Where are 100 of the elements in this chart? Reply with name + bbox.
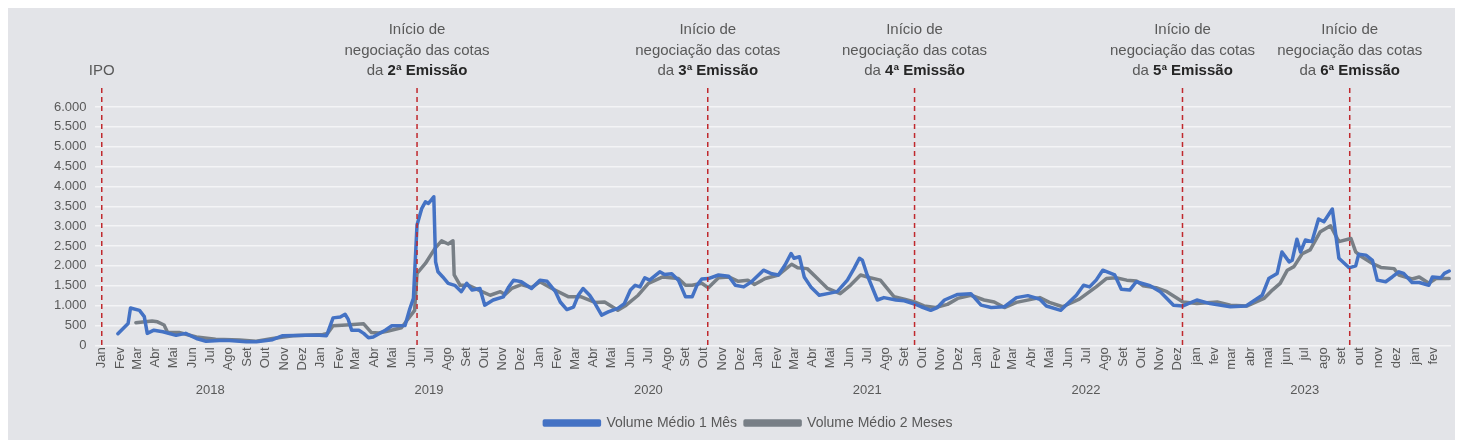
y-tick-label: 4.500 [53,158,87,174]
x-tick-label: Jan [750,347,766,369]
x-tick-label: Abr [147,346,163,368]
x-tick-label: Dez [293,347,309,371]
x-tick-label: Jun [1059,347,1075,369]
y-tick-label: 2.500 [53,237,87,253]
x-tick-label: jan [1406,347,1422,366]
x-tick-label: Dez [950,347,966,371]
x2-tick-label: 2021 [852,381,882,397]
x-tick-label: Jul [1077,347,1093,364]
y-tick-label: 2.000 [53,257,87,273]
x-tick-label: Ago [439,347,455,371]
x-tick-label: Mai [1040,347,1056,369]
y-tick-label: 5.000 [53,138,87,154]
x-tick-label: Mar [128,346,144,370]
x-tick-label: Fev [987,346,1003,369]
x-tick-label: Jan [969,347,985,369]
x-tick-label: Nov [713,346,729,371]
y-tick-label: 0 [79,336,87,352]
x-tick-label: Set [895,346,911,367]
x-tick-label: Jul [858,347,874,364]
y-tick-label: 1.500 [53,277,87,293]
x-tick-label: Ago [220,347,236,371]
y-tick-label: 5.500 [53,118,87,134]
x-tick-label: Mar [785,346,801,370]
x-tick-label: Mai [384,347,400,369]
x-tick-label: Out [1132,346,1148,369]
x-tick-label: Dez [1169,347,1185,371]
x-tick-label: Out [913,346,929,369]
x2-tick-label: 2019 [414,381,444,397]
x-tick-label: mar [1223,346,1239,370]
ref-line-label: IPO [88,61,115,79]
x-tick-label: Abr [585,346,601,368]
x-tick-label: Set [457,346,473,367]
x-tick-label: Fev [768,346,784,369]
x-tick-label: Mai [165,347,181,369]
x-tick-label: Jul [639,347,655,364]
ref-line-label: Início de negociação das cotas da 2ª Emissão [344,20,490,79]
x-tick-label: nov [1370,346,1386,369]
x-tick-label: Jan [312,347,328,369]
x-tick-label: Jun [183,347,199,369]
x-tick-label: Jan [93,347,109,369]
x-tick-label: Jun [840,347,856,369]
x-tick-label: ago [1314,347,1330,369]
x2-tick-label: 2018 [195,381,225,397]
x-tick-label: Out [695,346,711,369]
x-tick-label: out [1351,346,1367,366]
x-tick-label: Set [238,346,254,367]
x-tick-label: fev [1425,346,1441,365]
y-tick-label: 6.000 [53,98,87,114]
x-tick-label: Out [256,346,272,369]
x-tick-label: abr [1241,346,1257,367]
x-tick-label: Fev [330,346,346,369]
x-tick-label: Ago [658,347,674,371]
x-tick-label: Nov [275,346,291,371]
x-tick-label: Mar [566,346,582,370]
x-tick-label: Jun [402,347,418,369]
x-tick-label: jul [1296,347,1312,362]
y-tick-label: 4.000 [53,178,87,193]
legend-label: Volume Médio 1 Mês [606,413,738,430]
x-tick-label: Abr [366,346,382,368]
x-tick-label: Jul [201,347,217,364]
x-tick-label: Ago [1096,347,1112,371]
x2-tick-label: 2020 [633,381,663,397]
ref-line-label: Início de negociação das cotas da 4ª Emissão [842,20,988,79]
x-tick-label: Fev [549,346,565,369]
x-tick-label: Abr [1022,346,1038,368]
x-tick-label: Fev [111,346,127,369]
x-tick-label: Abr [804,346,820,368]
x-tick-label: Set [1114,346,1130,367]
x2-tick-label: 2023 [1290,381,1320,397]
y-tick-label: 3.000 [53,217,87,233]
x-tick-label: Out [475,346,491,369]
y-tick-label: 1.000 [53,297,87,313]
x-tick-label: Set [677,346,693,367]
x-tick-label: Mar [1004,346,1020,370]
legend-label: Volume Médio 2 Meses [807,413,953,430]
x-tick-label: jun [1278,347,1294,366]
x-tick-label: fev [1206,346,1222,365]
x-tick-label: Nov [932,346,948,371]
x-tick-label: Nov [1151,346,1167,371]
x-tick-label: Nov [494,346,510,371]
x-tick-label: Dez [731,347,747,371]
ref-line-label: Início de negociação das cotas da 5ª Emissão [1109,20,1256,79]
x-tick-label: Jan [530,347,546,369]
x-tick-label: Dez [512,347,528,371]
x2-tick-label: 2022 [1071,381,1101,397]
ref-line-label: Início de negociação das cotas da 6ª Emissão [1277,20,1423,79]
x-tick-label: Ago [877,347,893,371]
y-tick-label: 500 [64,316,87,332]
ref-line-label: Início de negociação das cotas da 3ª Emissão [635,20,781,79]
y-tick-label: 3.500 [53,197,87,213]
x-tick-label: mai [1259,347,1275,369]
x-tick-label: Mai [603,347,619,369]
x-tick-label: Jun [621,347,637,369]
x-tick-label: Jul [420,347,436,364]
x-tick-label: Mar [347,346,363,370]
x-tick-label: dez [1388,347,1404,369]
x-tick-label: set [1333,346,1349,365]
x-tick-label: Mai [822,347,838,369]
